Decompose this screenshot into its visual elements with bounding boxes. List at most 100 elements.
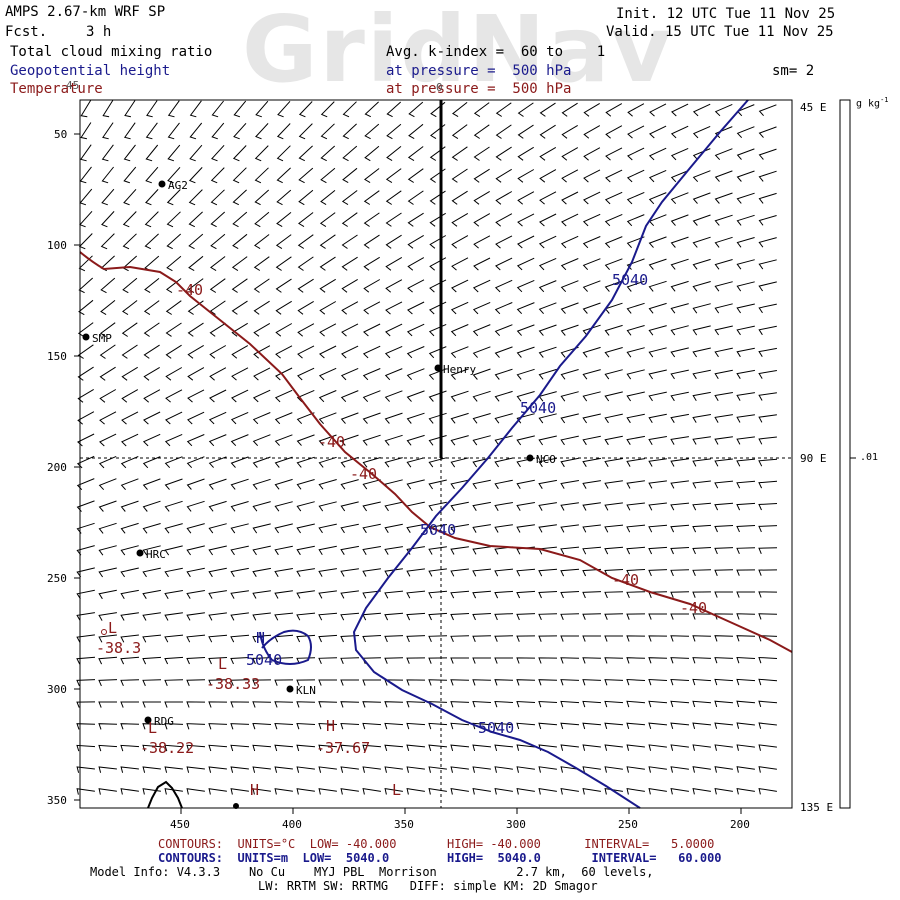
wind-barb bbox=[582, 213, 601, 227]
wind-barb bbox=[364, 101, 379, 118]
wind-barb bbox=[604, 435, 623, 446]
wind-barb bbox=[626, 191, 645, 205]
wind-barb bbox=[692, 744, 711, 751]
wind-barb bbox=[253, 278, 270, 293]
wind-barb bbox=[714, 722, 734, 729]
wind-barb bbox=[495, 168, 512, 183]
wind-barb bbox=[297, 278, 314, 293]
wind-barb bbox=[189, 122, 203, 140]
wind-barb bbox=[494, 613, 514, 621]
wind-barb bbox=[341, 345, 359, 359]
wind-barb bbox=[538, 280, 557, 293]
wind-barb bbox=[736, 281, 755, 292]
wind-barb bbox=[494, 502, 513, 511]
wind-barb bbox=[98, 545, 117, 556]
wind-barb bbox=[232, 167, 247, 184]
wind-barb bbox=[384, 457, 403, 468]
wind-barb bbox=[648, 325, 667, 336]
wind-barb bbox=[363, 256, 380, 271]
wind-barb bbox=[670, 766, 689, 773]
wind-barb bbox=[670, 700, 690, 708]
wind-barb bbox=[384, 701, 404, 708]
wind-barb bbox=[120, 744, 140, 752]
wind-barb bbox=[758, 126, 777, 138]
wind-barb bbox=[473, 190, 490, 205]
wind-barb bbox=[429, 257, 447, 271]
x-tick-label: 300 bbox=[506, 818, 526, 831]
wind-barb bbox=[648, 722, 668, 730]
wind-barb bbox=[604, 744, 623, 751]
wind-barb bbox=[648, 147, 667, 161]
wind-barb bbox=[516, 613, 536, 621]
wind-barb bbox=[472, 635, 492, 642]
wind-barb bbox=[363, 279, 381, 293]
wind-barb bbox=[232, 211, 248, 228]
forecast-label: Fcst. bbox=[5, 24, 48, 40]
station-label: SMP bbox=[92, 332, 112, 345]
wind-barb bbox=[188, 189, 203, 206]
wind-barb bbox=[384, 390, 403, 402]
wind-barb bbox=[384, 657, 404, 664]
wind-barb bbox=[98, 656, 118, 665]
wind-barb bbox=[494, 722, 514, 730]
wind-barb bbox=[692, 766, 711, 773]
wind-barb bbox=[758, 104, 777, 117]
wind-barb bbox=[648, 436, 667, 445]
wind-barb bbox=[450, 412, 469, 424]
wind-barb bbox=[714, 192, 733, 204]
wind-barb bbox=[298, 145, 313, 162]
wind-barb bbox=[758, 259, 777, 270]
wind-barb bbox=[276, 167, 291, 184]
wind-barb bbox=[582, 591, 602, 599]
wind-barb bbox=[516, 324, 535, 336]
right-lat-label: 45 E bbox=[800, 101, 827, 114]
wind-barb bbox=[296, 479, 315, 490]
wind-barb bbox=[626, 502, 645, 511]
wind-barb bbox=[254, 167, 269, 184]
init-time: Init. 12 UTC Tue 11 Nov 25 bbox=[616, 6, 836, 22]
wind-barb bbox=[385, 301, 403, 315]
wind-barb bbox=[626, 435, 645, 445]
wind-barb bbox=[582, 324, 601, 336]
wind-barb bbox=[561, 102, 578, 117]
wind-barb bbox=[516, 368, 535, 380]
wind-barb bbox=[230, 657, 250, 665]
wind-barb bbox=[736, 678, 756, 686]
wind-barb bbox=[406, 412, 425, 424]
wind-barb bbox=[692, 347, 711, 358]
wind-barb bbox=[100, 277, 116, 294]
wind-barb bbox=[692, 613, 712, 620]
wind-barb bbox=[494, 457, 513, 468]
wind-barb bbox=[252, 389, 271, 403]
wind-barb bbox=[758, 787, 777, 795]
wind-barb bbox=[648, 258, 667, 270]
wind-barb bbox=[472, 301, 491, 315]
wind-barb bbox=[604, 347, 623, 358]
wind-barb bbox=[296, 389, 315, 403]
wind-barb bbox=[362, 368, 381, 381]
wind-barb bbox=[252, 788, 271, 795]
wind-barb bbox=[77, 344, 94, 359]
wind-barb bbox=[252, 634, 272, 643]
wind-barb bbox=[187, 278, 204, 294]
wind-barb bbox=[714, 259, 733, 270]
wind-barb bbox=[254, 145, 269, 162]
wind-barb bbox=[340, 612, 360, 621]
height-contour bbox=[352, 99, 749, 809]
wind-barb bbox=[407, 168, 424, 183]
wind-barb bbox=[318, 479, 337, 490]
wind-barb bbox=[164, 679, 184, 686]
wind-barb bbox=[583, 191, 601, 205]
station-label: AG2 bbox=[168, 179, 188, 192]
wind-barb bbox=[494, 787, 513, 795]
wind-barb bbox=[276, 145, 291, 162]
temp-high-marker: H bbox=[326, 717, 336, 735]
wind-barb bbox=[670, 635, 690, 642]
height-label: 5040 bbox=[478, 719, 515, 737]
wind-barb bbox=[494, 679, 514, 686]
wind-barb bbox=[604, 280, 623, 292]
wind-barb bbox=[143, 366, 160, 381]
wind-barb bbox=[626, 613, 646, 620]
wind-barb bbox=[209, 322, 226, 337]
wind-barb bbox=[274, 456, 293, 468]
